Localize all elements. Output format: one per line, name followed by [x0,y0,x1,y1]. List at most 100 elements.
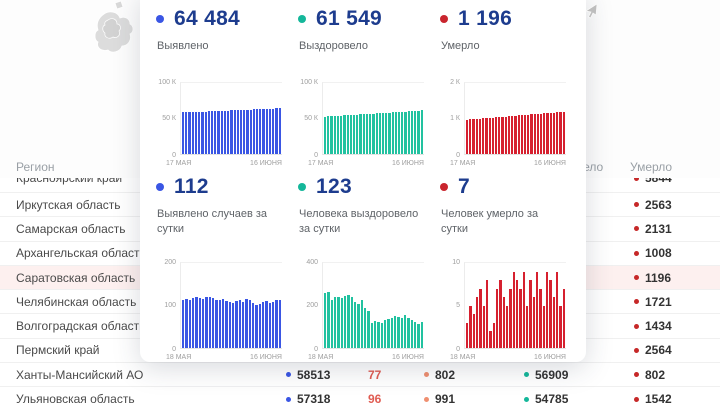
region-name: Ульяновская область [16,392,135,405]
stat-label: Выздоровело [299,40,368,52]
chart-detected-daily: 200 100 0 18 МАЯ 16 ИЮНЯ [156,259,282,362]
chart-plot-area: 18 МАЯ 16 ИЮНЯ [450,262,566,362]
chart-bar [517,115,520,154]
chart-bar [404,111,407,154]
chart-bar [542,305,545,348]
stat-value: 64 484 [174,7,241,30]
region-row[interactable]: Ульяновская область 57318 96 991 54785 1542 [0,387,720,405]
cell-value: 77 [368,367,382,382]
region-name: Архангельская область [16,246,146,260]
chart-bar [259,109,262,154]
stat-label: Выявлено случаев за сутки [157,208,268,235]
chart-bars [180,82,282,155]
stat-cell-deaths-total: 1 196 Умерло 2 К 1 К 0 17 МАЯ 16 ИЮНЯ [440,6,572,174]
stat-cell-deaths-daily: 7 Человек умерло за сутки 10 5 0 18 МАЯ … [440,174,572,368]
chart-bar [394,112,398,154]
y-tick: 0 [456,346,460,353]
chart-bar [352,114,356,154]
chart-bar [515,280,519,348]
chart-bar [265,108,268,154]
chart-bar [559,305,562,348]
x-tick-first: 18 МАЯ [308,354,334,361]
chart-x-axis: 17 МАЯ 16 ИЮНЯ [166,160,282,170]
chart-bar [248,299,251,348]
chart-bar [271,301,275,348]
chart-bar [221,299,225,348]
region-stats-modal: 64 484 Выявлено 100 К 50 К 0 17 МАЯ 16 И… [140,0,586,362]
chart-bar [188,112,191,154]
chart-bar [236,110,239,154]
chart-x-axis: 18 МАЯ 16 ИЮНЯ [450,354,566,364]
value-dot-icon [634,299,639,305]
chart-bar [214,111,217,154]
chart-bar [498,117,501,154]
chart-bar [191,112,194,154]
y-tick: 50 К [304,114,318,122]
region-map-fragment [84,0,142,69]
map-shape [94,0,134,53]
chart-bar [367,311,370,348]
chart-bar [469,305,472,348]
chart-bar [227,110,230,154]
chart-bar [256,109,259,154]
value-dot-icon [524,372,529,378]
stat-head: 112 [156,174,288,200]
chart-bar [466,322,469,348]
chart-bar [501,116,504,154]
chart-bar [514,115,517,154]
cell-value: 56909 [535,367,569,382]
chart-bar [478,118,482,154]
y-tick: 5 [456,301,460,309]
chart-bar [235,300,238,348]
chart-bar [387,319,390,348]
chart-bar [398,111,401,154]
chart-bar [529,280,532,348]
chart-bar [258,303,261,348]
chart-deaths-daily: 10 5 0 18 МАЯ 16 ИЮНЯ [440,259,566,362]
chart-bar [182,112,185,154]
cell-value: Самарская область [16,221,126,236]
cell-value: Иркутская область [16,197,121,212]
cell-value: 1008 [645,246,672,261]
chart-bar [378,113,381,154]
chart-bar [492,322,495,348]
chart-x-axis: 17 МАЯ 16 ИЮНЯ [450,160,566,170]
x-tick-last: 16 ИЮНЯ [392,354,424,361]
new-cases-value: 96 [368,392,381,405]
stat-head: 1 196 [440,6,572,32]
deaths-value: 1196 [634,271,671,285]
value-dot-icon [634,396,639,402]
stat-head: 123 [298,174,430,200]
stat-label: Умерло [441,40,480,52]
chart-bar [278,108,281,154]
chart-bar [507,116,511,154]
cell-value: 2131 [645,221,672,236]
detected-dot-icon [156,183,164,191]
value-dot-icon [424,396,429,402]
chart-bar [420,321,423,348]
chart-bar [488,117,491,154]
chart-bar [198,298,201,348]
chart-bar [198,111,201,154]
region-name: Волгоградская область [16,319,145,333]
x-tick-first: 18 МАЯ [166,354,192,361]
chart-bars [322,262,424,349]
x-tick-first: 18 МАЯ [450,354,476,361]
chart-bar [249,109,252,154]
y-tick: 0 [314,346,318,353]
chart-bars [464,82,566,155]
cell-value: 2564 [645,343,672,358]
chart-bar [238,299,241,348]
region-row[interactable]: Ханты-Мансийский АО 58513 77 802 56909 802 [0,363,720,388]
chart-bar [340,115,343,154]
chart-bar [417,110,420,154]
chart-bar [347,294,350,348]
chart-bar [397,316,400,348]
stat-cell-recovered-total: 61 549 Выздоровело 100 К 50 К 0 17 МАЯ 1… [298,6,430,174]
cell-value: 991 [435,392,456,405]
chart-x-axis: 18 МАЯ 16 ИЮНЯ [308,354,424,364]
chart-bar [549,112,552,154]
deaths-value: 5844 [634,178,672,185]
detected-dot-icon [156,15,164,23]
deaths-value: 1721 [634,295,672,309]
